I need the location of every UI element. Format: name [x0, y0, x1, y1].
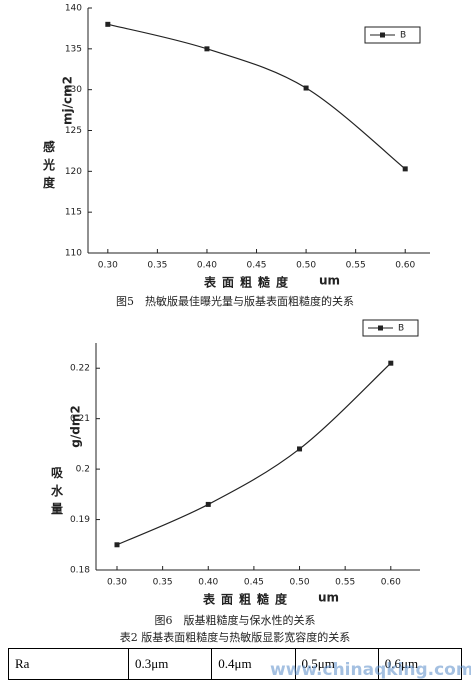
y-tick-label: 130: [65, 85, 82, 95]
marker: [204, 46, 210, 52]
x-axis-label: 表面粗糙度: [203, 275, 294, 290]
marker: [114, 542, 120, 548]
y-axis-unit: g/dm2: [69, 405, 83, 447]
x-tick-label: 0.40: [197, 261, 217, 271]
watermark: www.chinaqking.com: [270, 660, 471, 680]
x-tick-label: 0.45: [246, 261, 266, 271]
y-tick-label: 120: [65, 167, 82, 177]
x-tick-label: 0.50: [296, 261, 316, 271]
y-tick-label: 110: [65, 249, 82, 259]
cell: 0.6μm: [377, 648, 463, 680]
x-tick-label: 0.60: [381, 578, 401, 588]
x-tick-label: 0.60: [395, 261, 415, 271]
y-tick-label: 125: [65, 126, 82, 136]
x-tick-label: 0.55: [335, 578, 355, 588]
table-caption: 表2 版基表面粗糙度与热敏版显影宽容度的关系: [120, 630, 351, 644]
legend-label: B: [398, 324, 404, 334]
legend-label: B: [400, 31, 406, 41]
x-tick-label: 0.35: [153, 578, 173, 588]
figure-caption: 图6 版基粗糙度与保水性的关系: [155, 613, 316, 627]
legend-box: [362, 319, 419, 337]
y-tick-label: 115: [65, 208, 82, 218]
x-tick-label: 0.55: [346, 261, 366, 271]
cell: Ra: [8, 648, 129, 680]
y-tick-label: 0.19: [70, 515, 90, 525]
table: Ra 0.3μm 0.4μm 0.5μm 0.6μm: [8, 648, 463, 680]
x-tick-label: 0.35: [147, 261, 167, 271]
x-axis-label: 表面粗糙度: [202, 592, 293, 607]
y-axis-unit: mj/cm2: [61, 76, 75, 125]
line: [116, 362, 392, 546]
figures: 图5 热敏版最佳曝光量与版基表面粗糙度的关系 图6 版基粗糙度与保水性的关系 表…: [42, 4, 430, 644]
y-tick-label: 0.21: [70, 414, 90, 424]
x-tick-label: 0.30: [98, 261, 118, 271]
marker: [297, 446, 303, 452]
y-axis-label: 感光度: [42, 139, 56, 194]
legend-marker: [380, 32, 385, 38]
figure-caption: 图5 热敏版最佳曝光量与版基表面粗糙度的关系: [116, 294, 354, 308]
x-axis-unit: um: [319, 274, 340, 288]
y-axis-label: 吸水量: [50, 466, 64, 520]
x-tick-label: 0.40: [198, 578, 218, 588]
x-tick-label: 0.45: [244, 578, 264, 588]
y-tick-label: 0.22: [70, 364, 90, 374]
marker: [105, 21, 111, 27]
legend-marker: [378, 325, 383, 331]
x-tick-label: 0.50: [290, 578, 310, 588]
marker: [388, 360, 394, 366]
y-tick-label: 135: [65, 44, 82, 54]
cell: 0.3μm: [127, 648, 213, 680]
marker: [205, 501, 211, 507]
y-tick-label: 0.18: [70, 566, 90, 576]
marker: [402, 166, 408, 172]
marker: [303, 85, 309, 91]
cell: 0.4μm: [211, 648, 296, 680]
y-tick-label: 0.2: [76, 465, 90, 475]
x-axis-unit: um: [318, 591, 339, 605]
line: [107, 23, 406, 170]
x-tick-label: 0.30: [107, 578, 127, 588]
cell: 0.5μm: [294, 648, 379, 680]
legend-box: [364, 26, 421, 44]
y-tick-label: 140: [65, 4, 82, 14]
